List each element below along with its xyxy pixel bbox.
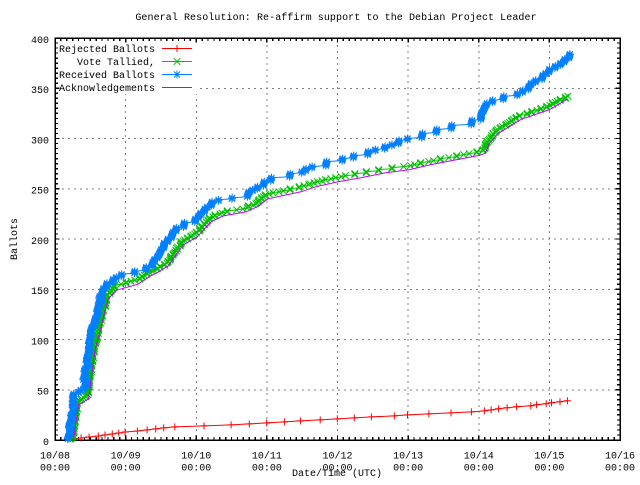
svg-text:00:00: 00:00 [605,464,635,475]
svg-text:50: 50 [37,388,49,399]
svg-text:10/09: 10/09 [111,451,141,463]
svg-text:Ballots: Ballots [9,218,21,260]
svg-text:150: 150 [31,287,49,298]
svg-text:10/16: 10/16 [605,451,635,463]
svg-text:Vote Tallied,: Vote Tallied, [77,57,155,69]
svg-text:General Resolution: Re-affirm: General Resolution: Re-affirm support to… [135,12,536,24]
svg-text:00:00: 00:00 [393,464,423,475]
svg-text:300: 300 [31,136,49,147]
svg-text:10/08: 10/08 [40,451,70,463]
svg-text:00:00: 00:00 [111,464,141,475]
svg-text:0: 0 [43,438,49,449]
svg-text:10/10: 10/10 [181,451,211,463]
svg-text:10/15: 10/15 [534,451,564,463]
svg-text:10/13: 10/13 [393,451,423,463]
svg-text:10/11: 10/11 [252,451,282,463]
svg-text:00:00: 00:00 [322,464,352,475]
svg-text:100: 100 [31,337,49,348]
svg-text:Rejected Ballots: Rejected Ballots [59,44,155,56]
svg-text:00:00: 00:00 [40,464,70,475]
svg-text:Acknowledgements: Acknowledgements [59,83,155,95]
svg-text:Date/Time (UTC): Date/Time (UTC) [292,468,382,480]
svg-text:00:00: 00:00 [464,464,494,475]
svg-text:00:00: 00:00 [181,464,211,475]
svg-text:00:00: 00:00 [534,464,564,475]
svg-text:Received Ballots: Received Ballots [59,70,155,82]
svg-text:200: 200 [31,237,49,248]
svg-text:350: 350 [31,86,49,97]
svg-text:250: 250 [31,187,49,198]
svg-text:10/14: 10/14 [464,451,494,463]
svg-text:00:00: 00:00 [252,464,282,475]
svg-text:10/12: 10/12 [322,451,352,463]
svg-text:400: 400 [31,36,49,47]
